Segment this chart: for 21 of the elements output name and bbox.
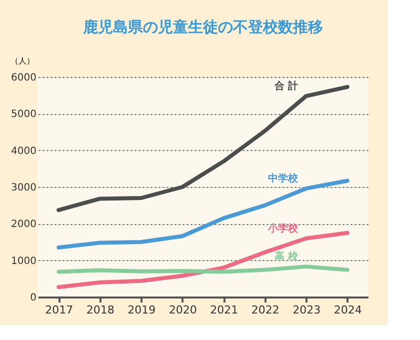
y-axis-title: （人）	[10, 56, 34, 66]
y-tick-label: 4000	[11, 146, 36, 157]
y-tick-label: 5000	[11, 109, 36, 120]
series-label: 合 計	[274, 80, 298, 92]
x-tick-label: 2023	[292, 304, 321, 316]
x-tick-label: 2017	[45, 304, 74, 316]
x-tick-label: 2020	[168, 304, 197, 316]
y-tick-label: 6000	[11, 72, 36, 84]
y-tick-label: 3000	[11, 182, 36, 194]
x-tick-label: 2018	[86, 304, 114, 316]
y-tick-label: 2000	[11, 219, 36, 230]
series-label: 中学校	[268, 172, 300, 184]
series-label: 小学校	[267, 222, 300, 234]
y-tick-label: 1000	[11, 256, 36, 267]
x-tick-label: 2022	[251, 304, 280, 316]
series-label: 高 校	[274, 250, 300, 263]
x-tick-label: 2019	[128, 304, 156, 316]
y-tick-label: 0	[30, 292, 36, 304]
x-tick-label: 2024	[334, 304, 362, 316]
chart-title: 鹿児島県の児童生徒の不登校数推移	[82, 18, 323, 36]
x-tick-label: 2021	[210, 304, 238, 316]
